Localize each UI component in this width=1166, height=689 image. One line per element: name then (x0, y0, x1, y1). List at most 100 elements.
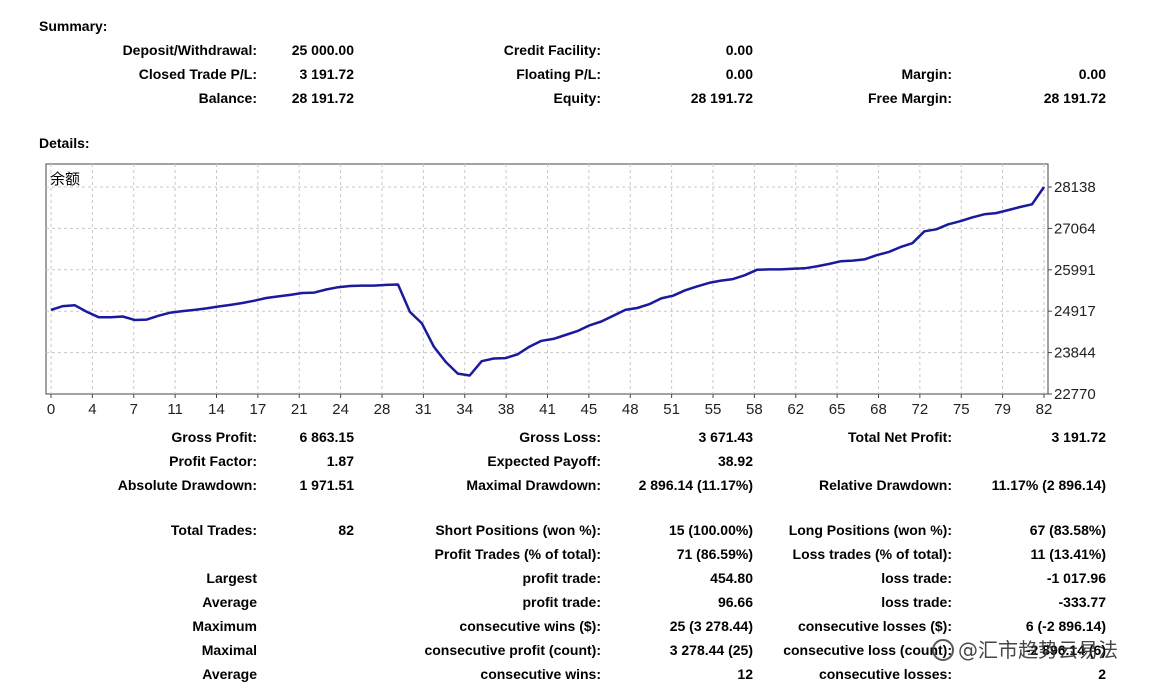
chart-xtick-label: 28 (374, 401, 391, 418)
watermark-text: @汇市趋势云易法 (958, 638, 1118, 662)
stat-value: 11 (13.41%) (1030, 546, 1107, 562)
stat-value: 1 971.51 (299, 477, 355, 493)
stat-label: Deposit/Withdrawal: (122, 42, 257, 58)
stat-label: Total Trades: (170, 522, 257, 538)
stat-label: profit trade: (522, 594, 601, 610)
stat-label: Relative Drawdown: (818, 477, 952, 493)
chart-title: 余额 (50, 170, 80, 188)
chart-xtick-label: 4 (88, 401, 96, 418)
stat-label: Largest (206, 570, 257, 586)
chart-ytick-label: 27064 (1054, 220, 1096, 237)
stat-value: 2 (1098, 666, 1106, 682)
chart-xtick-label: 38 (498, 401, 515, 418)
chart-ytick-label: 25991 (1054, 262, 1096, 279)
details-title: Details: (39, 135, 90, 151)
stat-value: -333.77 (1058, 594, 1106, 610)
stat-label: consecutive wins ($): (459, 618, 601, 634)
chart-xtick-label: 17 (250, 401, 267, 418)
stat-label: Closed Trade P/L: (138, 66, 257, 82)
chart-xtick-label: 82 (1036, 401, 1053, 418)
stat-label: Maximum (192, 618, 257, 634)
stat-value: 3 278.44 (25) (669, 642, 753, 658)
chart-xtick-label: 79 (994, 401, 1011, 418)
chart-xtick-label: 24 (332, 401, 349, 418)
stat-label: Gross Profit: (171, 429, 257, 445)
stat-label: Floating P/L: (516, 66, 601, 82)
stat-value: 3 671.43 (698, 429, 754, 445)
watermark-logo-icon (932, 638, 954, 661)
stat-value: -2 896.14 (6) (1025, 642, 1106, 658)
stat-value: 12 (737, 666, 753, 682)
stat-value: 1.87 (326, 453, 354, 469)
stat-label: Average (202, 666, 257, 682)
stat-label: consecutive loss (count): (783, 642, 952, 658)
chart-xtick-label: 51 (663, 401, 680, 418)
stat-label: Credit Facility: (503, 42, 601, 58)
stat-value: -1 017.96 (1046, 570, 1106, 586)
stat-value: 3 191.72 (299, 66, 355, 82)
stat-label: Total Net Profit: (848, 429, 952, 445)
stat-value: 6 863.15 (299, 429, 355, 445)
stat-label: Free Margin: (867, 90, 952, 106)
stat-value: 28 191.72 (291, 90, 354, 106)
stat-label: Average (202, 594, 257, 610)
stat-value: 3 191.72 (1051, 429, 1107, 445)
chart-xtick-label: 14 (208, 401, 225, 418)
chart-xtick-label: 72 (912, 401, 929, 418)
chart-xtick-label: 45 (581, 401, 598, 418)
summary-title: Summary: (39, 18, 108, 34)
chart-ytick-label: 24917 (1054, 303, 1096, 320)
chart-ytick-label: 23844 (1054, 345, 1096, 362)
chart-xtick-label: 7 (130, 401, 138, 418)
chart-xtick-label: 68 (870, 401, 887, 418)
stat-label: Balance: (198, 90, 257, 106)
stat-label: loss trade: (881, 570, 952, 586)
chart-xtick-label: 65 (829, 401, 846, 418)
stat-label: profit trade: (522, 570, 601, 586)
watermark: @汇市趋势云易法 (932, 634, 1118, 663)
stat-value: 25 (3 278.44) (669, 618, 753, 634)
stat-label: Profit Factor: (169, 453, 257, 469)
chart-ytick-label: 22770 (1054, 386, 1096, 403)
stat-value: 28 191.72 (690, 90, 753, 106)
stat-label: Profit Trades (% of total): (434, 546, 601, 562)
stat-label: consecutive losses: (818, 666, 952, 682)
stat-label: Gross Loss: (519, 429, 601, 445)
stat-value: 82 (338, 522, 354, 538)
stat-value: 0.00 (725, 66, 753, 82)
chart-xtick-label: 34 (456, 401, 473, 418)
stat-value: 0.00 (725, 42, 753, 58)
chart-xtick-label: 75 (953, 401, 970, 418)
stat-value: 454.80 (710, 570, 753, 586)
stat-value: 71 (86.59%) (676, 546, 753, 562)
stat-label: Margin: (901, 66, 952, 82)
stat-label: Short Positions (won %): (435, 522, 601, 538)
stat-value: 25 000.00 (291, 42, 354, 58)
stat-label: loss trade: (881, 594, 952, 610)
chart-xtick-label: 48 (622, 401, 639, 418)
stat-value: 38.92 (717, 453, 753, 469)
chart-xtick-label: 55 (705, 401, 722, 418)
stat-label: Loss trades (% of total): (792, 546, 952, 562)
balance-chart-svg: 28138 27064 25991 24917 23844 22770 0 4 7 11 14 17 2… (45, 163, 1096, 418)
chart-xtick-label: 62 (787, 401, 804, 418)
balance-chart: 28138 27064 25991 24917 23844 22770 0 4 7 11 14 17 2… (44, 163, 1104, 424)
stat-value: 11.17% (2 896.14) (991, 477, 1106, 493)
stat-value: 6 (-2 896.14) (1025, 618, 1106, 634)
stat-value: 96.66 (717, 594, 753, 610)
chart-xtick-label: 31 (415, 401, 432, 418)
balance-series-line (50, 186, 1046, 377)
stat-label: Maximal Drawdown: (466, 477, 601, 493)
stat-label: Absolute Drawdown: (117, 477, 257, 493)
stat-label: Equity: (553, 90, 601, 106)
stat-value: 67 (83.58%) (1029, 522, 1106, 538)
stat-label: consecutive wins: (480, 666, 601, 682)
stat-label: consecutive profit (count): (424, 642, 601, 658)
chart-xtick-label: 0 (47, 401, 55, 418)
chart-xtick-label: 21 (291, 401, 308, 418)
chart-xtick-label: 58 (746, 401, 763, 418)
stat-value: 0.00 (1078, 66, 1106, 82)
stat-label: Long Positions (won %): (788, 522, 952, 538)
stat-label: consecutive losses ($): (797, 618, 952, 634)
stat-value: 28 191.72 (1043, 90, 1106, 106)
